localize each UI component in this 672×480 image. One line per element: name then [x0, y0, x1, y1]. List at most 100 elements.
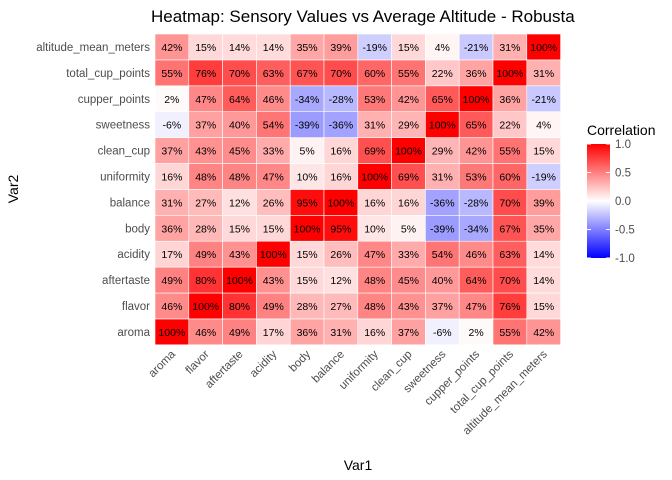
heatmap-cell-body-altitude_mean_meters [526, 215, 561, 242]
cell-label-flavor-acidity: 49% [263, 301, 284, 313]
cell-label-balance-clean_cup: 16% [398, 197, 419, 209]
heatmap-cell-body-body [289, 215, 325, 242]
heatmap-cell-cupper_points-uniformity [357, 85, 392, 113]
heatmap-cell-total_cup_points-clean_cup [391, 59, 426, 87]
heatmap-cell-altitude_mean_meters-total_cup_points [492, 33, 528, 61]
cell-label-aftertaste-flavor: 80% [195, 275, 216, 287]
heatmap-cell-uniformity-body [289, 163, 325, 190]
heatmap-cell-altitude_mean_meters-body [289, 33, 325, 61]
cell-label-body-flavor: 28% [195, 223, 216, 235]
cell-label-clean_cup-body: 5% [300, 146, 315, 158]
y-tick-aroma: aroma [117, 327, 150, 339]
cell-label-cupper_points-flavor: 47% [195, 94, 216, 106]
cell-label-uniformity-aftertaste: 48% [229, 171, 250, 183]
heatmap-cell-aroma-body [289, 318, 325, 346]
cell-label-balance-total_cup_points: 70% [499, 197, 520, 209]
cell-label-aftertaste-aftertaste: 100% [226, 275, 253, 287]
y-tick-cupper_points: cupper_points [78, 94, 150, 106]
cell-label-flavor-body: 28% [297, 301, 318, 313]
cell-label-aftertaste-uniformity: 48% [364, 275, 385, 287]
heatmap-cell-altitude_mean_meters-altitude_mean_meters [526, 33, 561, 61]
cell-label-clean_cup-total_cup_points: 55% [499, 146, 520, 158]
heatmap-cell-aroma-sweetness [425, 318, 460, 346]
cell-label-balance-flavor: 27% [195, 197, 216, 209]
cell-label-flavor-balance: 27% [330, 301, 351, 313]
cell-label-cupper_points-total_cup_points: 36% [499, 94, 520, 106]
cell-label-acidity-altitude_mean_meters: 14% [533, 249, 554, 261]
heatmap-cell-aroma-flavor [188, 318, 223, 346]
cell-label-acidity-balance: 26% [330, 249, 351, 261]
cell-label-balance-balance: 100% [327, 197, 354, 209]
heatmap-cell-aftertaste-cupper_points [458, 266, 494, 294]
heatmap-cell-flavor-altitude_mean_meters [526, 292, 561, 320]
heatmap-cell-acidity-balance [323, 240, 359, 268]
cell-label-balance-body: 95% [297, 197, 318, 209]
heatmap-cell-flavor-body [289, 292, 325, 320]
cell-label-sweetness-aftertaste: 40% [229, 120, 250, 132]
heatmap-cell-cupper_points-clean_cup [391, 85, 426, 113]
heatmap-cell-uniformity-uniformity [357, 163, 392, 190]
heatmap-cell-aftertaste-aroma [154, 266, 190, 294]
heatmap-cell-total_cup_points-flavor [188, 59, 223, 87]
heatmap-cell-aroma-clean_cup [391, 318, 426, 346]
cell-label-aroma-aftertaste: 49% [229, 327, 250, 339]
heatmap-cell-sweetness-sweetness [425, 111, 460, 138]
heatmap-cell-body-total_cup_points [492, 215, 528, 242]
heatmap-cell-flavor-total_cup_points [492, 292, 528, 320]
heatmap-cell-cupper_points-aftertaste [222, 85, 257, 113]
cell-label-uniformity-balance: 16% [330, 171, 351, 183]
heatmap-cell-uniformity-acidity [256, 163, 291, 190]
cell-label-flavor-clean_cup: 43% [398, 301, 419, 313]
heatmap-cell-uniformity-sweetness [425, 163, 460, 190]
cell-label-aroma-body: 36% [297, 327, 318, 339]
heatmap-cell-balance-balance [323, 189, 359, 216]
cell-label-cupper_points-aftertaste: 64% [229, 94, 250, 106]
heatmap-cell-sweetness-aftertaste [222, 111, 257, 138]
cell-label-cupper_points-clean_cup: 42% [398, 94, 419, 106]
cell-label-total_cup_points-acidity: 63% [263, 68, 284, 80]
legend-tick-label: 1.0 [615, 139, 631, 151]
cell-label-sweetness-balance: -36% [329, 120, 354, 132]
heatmap-cell-clean_cup-cupper_points [458, 137, 494, 164]
heatmap-cell-total_cup_points-cupper_points [458, 59, 494, 87]
heatmap-cell-total_cup_points-aftertaste [222, 59, 257, 87]
cell-label-uniformity-flavor: 48% [195, 171, 216, 183]
cell-label-aftertaste-balance: 12% [330, 275, 351, 287]
y-tick-aftertaste: aftertaste [102, 275, 150, 287]
cell-label-body-altitude_mean_meters: 35% [533, 223, 554, 235]
cell-label-total_cup_points-cupper_points: 36% [466, 68, 487, 80]
y-tick-acidity: acidity [117, 249, 150, 261]
cell-label-altitude_mean_meters-sweetness: 4% [435, 42, 450, 54]
cell-label-acidity-clean_cup: 33% [398, 249, 419, 261]
cell-label-aftertaste-total_cup_points: 70% [499, 275, 520, 287]
heatmap-cell-sweetness-balance [323, 111, 359, 138]
heatmap-cell-sweetness-aroma [154, 111, 190, 138]
cell-label-total_cup_points-total_cup_points: 100% [496, 68, 523, 80]
cell-label-flavor-aftertaste: 80% [229, 301, 250, 313]
heatmap-cell-altitude_mean_meters-cupper_points [458, 33, 494, 61]
cell-label-aftertaste-altitude_mean_meters: 14% [533, 275, 554, 287]
heatmap-cell-acidity-total_cup_points [492, 240, 528, 268]
heatmap-cell-aftertaste-total_cup_points [492, 266, 528, 294]
heatmap-cell-body-sweetness [425, 215, 460, 242]
legend-colorbar [587, 144, 610, 258]
x-tick-flavor: flavor [183, 348, 211, 376]
heatmap-cell-aftertaste-body [289, 266, 325, 294]
heatmap-cell-cupper_points-flavor [188, 85, 223, 113]
y-tick-altitude_mean_meters: altitude_mean_meters [36, 42, 150, 54]
heatmap-cell-sweetness-total_cup_points [492, 111, 528, 138]
cell-label-uniformity-aroma: 16% [161, 171, 182, 183]
cell-label-cupper_points-uniformity: 53% [364, 94, 385, 106]
heatmap-cell-balance-clean_cup [391, 189, 426, 216]
cell-label-flavor-total_cup_points: 76% [499, 301, 520, 313]
heatmap-cell-altitude_mean_meters-balance [323, 33, 359, 61]
cell-label-body-clean_cup: 5% [401, 223, 416, 235]
cell-label-clean_cup-cupper_points: 42% [466, 146, 487, 158]
legend-tick-label: 0.0 [615, 196, 631, 208]
cell-label-flavor-sweetness: 37% [432, 301, 453, 313]
cell-label-sweetness-altitude_mean_meters: 4% [536, 120, 551, 132]
cell-label-cupper_points-balance: -28% [329, 94, 354, 106]
legend-tick-label: -0.5 [615, 225, 635, 237]
cell-label-sweetness-uniformity: 31% [364, 120, 385, 132]
